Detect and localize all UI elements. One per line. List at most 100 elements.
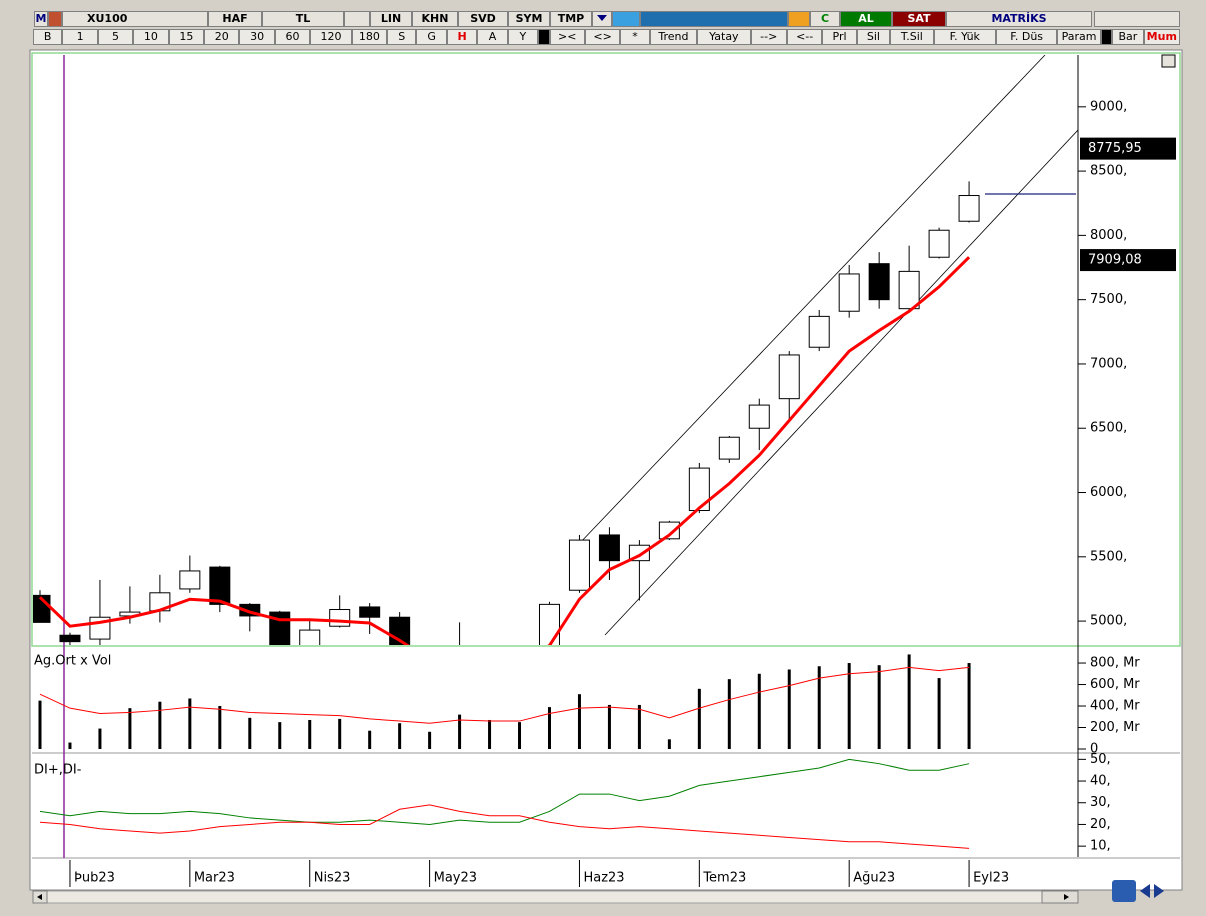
y-tick-label: 9000, <box>1090 99 1127 114</box>
toolbar-button[interactable]: <> <box>584 29 621 45</box>
volume-bar <box>547 707 551 749</box>
alert[interactable] <box>788 11 810 27</box>
buy[interactable]: AL <box>840 11 892 27</box>
scroll-left-arrow <box>37 894 42 900</box>
toolbar-button[interactable]: 1 <box>62 29 98 45</box>
candle-body <box>898 270 920 310</box>
candles <box>33 181 980 645</box>
toolbar-button[interactable]: 180 <box>351 29 388 45</box>
di-line <box>39 758 970 825</box>
dropdown[interactable] <box>592 11 612 27</box>
volume-bar <box>158 701 162 749</box>
volume-bar <box>697 688 701 749</box>
candle-body <box>688 467 710 512</box>
symbol-icon[interactable] <box>48 11 62 27</box>
volume-bar <box>338 718 342 749</box>
twitter[interactable] <box>612 11 640 27</box>
candle-body <box>239 603 261 617</box>
scroll-right[interactable] <box>1041 890 1079 904</box>
volume-bar <box>368 730 372 749</box>
khn[interactable]: KHN <box>412 11 458 27</box>
toolbar-button[interactable]: T.Sil <box>890 29 934 45</box>
volume-bar <box>98 728 102 749</box>
window-controls[interactable] <box>1094 11 1180 27</box>
toolbar-button[interactable]: B <box>33 29 63 45</box>
toolbar-button[interactable]: * <box>620 29 650 45</box>
toolbar-button[interactable]: Yatay <box>697 29 751 45</box>
candle-body <box>299 629 321 645</box>
toolbar-button[interactable]: 10 <box>133 29 169 45</box>
menu-m[interactable]: M <box>34 11 48 27</box>
brand: MATRİKS <box>946 11 1092 27</box>
c-button[interactable]: C <box>810 11 840 27</box>
prev-icon[interactable] <box>1140 884 1150 898</box>
volume-bar <box>967 663 971 749</box>
toolbar-button[interactable]: A <box>477 29 508 45</box>
volume-bar <box>577 694 581 749</box>
toolbar-button[interactable]: Bar <box>1112 29 1144 45</box>
channel-upper <box>577 55 1046 546</box>
toolbar-button[interactable]: Trend <box>649 29 698 45</box>
x-tick-label: Þub23 <box>74 871 115 886</box>
next-icon[interactable] <box>1154 884 1164 898</box>
x-tick-label: Tem23 <box>702 871 746 886</box>
toolbar-button[interactable]: Sil <box>856 29 891 45</box>
toolbar-button[interactable]: <-- <box>786 29 823 45</box>
candle-body <box>179 570 201 590</box>
y-tick-label: 30, <box>1090 795 1111 810</box>
toolbar-button[interactable]: 60 <box>274 29 311 45</box>
y-tick-label: 6000, <box>1090 485 1127 500</box>
toolbar-button[interactable]: Param <box>1057 29 1101 45</box>
price-pane-border <box>31 52 1181 647</box>
di-title: DI+,DI- <box>34 763 82 778</box>
tmp[interactable]: TMP <box>550 11 592 27</box>
volume-bar <box>308 719 312 749</box>
toolbar-button[interactable]: 15 <box>168 29 205 45</box>
scrollbar[interactable] <box>32 890 1044 904</box>
candle-body <box>658 521 680 540</box>
volume-bar <box>428 731 432 749</box>
toolbar-button[interactable]: 20 <box>204 29 240 45</box>
currency[interactable]: TL <box>262 11 344 27</box>
toolbar-button[interactable]: S <box>387 29 417 45</box>
svd[interactable]: SVD <box>458 11 508 27</box>
toolbar-button[interactable]: 120 <box>310 29 352 45</box>
di-line <box>39 804 970 849</box>
symbol[interactable]: XU100 <box>62 11 208 27</box>
sell[interactable]: SAT <box>892 11 946 27</box>
toolbar-button[interactable]: Y <box>507 29 539 45</box>
candle-body <box>59 634 81 643</box>
volume-bar <box>607 704 611 749</box>
toolbar-button[interactable]: H <box>446 29 478 45</box>
x-tick-label: May23 <box>434 871 477 886</box>
x-tick-label: Eyl23 <box>973 871 1009 886</box>
toolbar-button[interactable]: Mum <box>1143 29 1180 45</box>
toolbar-button[interactable]: 5 <box>97 29 134 45</box>
volume <box>38 654 971 749</box>
volume-bar <box>877 665 881 749</box>
period[interactable]: HAF <box>208 11 262 27</box>
y-tick-label: 400, Mr <box>1090 699 1140 714</box>
volume-bar <box>278 722 282 749</box>
toolbar-button[interactable]: >< <box>549 29 585 45</box>
lin[interactable]: LIN <box>370 11 412 27</box>
trend-channel <box>577 55 1078 636</box>
x-tick-label: Mar23 <box>194 871 235 886</box>
sym[interactable]: SYM <box>508 11 550 27</box>
y-tick-label: 7000, <box>1090 356 1127 371</box>
candle-body <box>718 436 740 460</box>
candle-body <box>33 594 51 623</box>
pane-maximize[interactable] <box>1161 54 1176 68</box>
volume-bar <box>128 708 132 749</box>
volume-bar <box>727 679 731 749</box>
y-tick-label: 40, <box>1090 774 1111 789</box>
toolbar-button[interactable]: 30 <box>239 29 275 45</box>
toolbar-button[interactable]: --> <box>750 29 787 45</box>
scroll-right-arrow <box>1064 894 1069 900</box>
toolbar-button[interactable]: G <box>416 29 447 45</box>
toolbar-button[interactable]: F. Düs <box>995 29 1058 45</box>
refresh-icon[interactable] <box>1112 880 1136 902</box>
toolbar-button[interactable]: F. Yük <box>933 29 996 45</box>
toolbar-button[interactable]: Prl <box>822 29 857 45</box>
